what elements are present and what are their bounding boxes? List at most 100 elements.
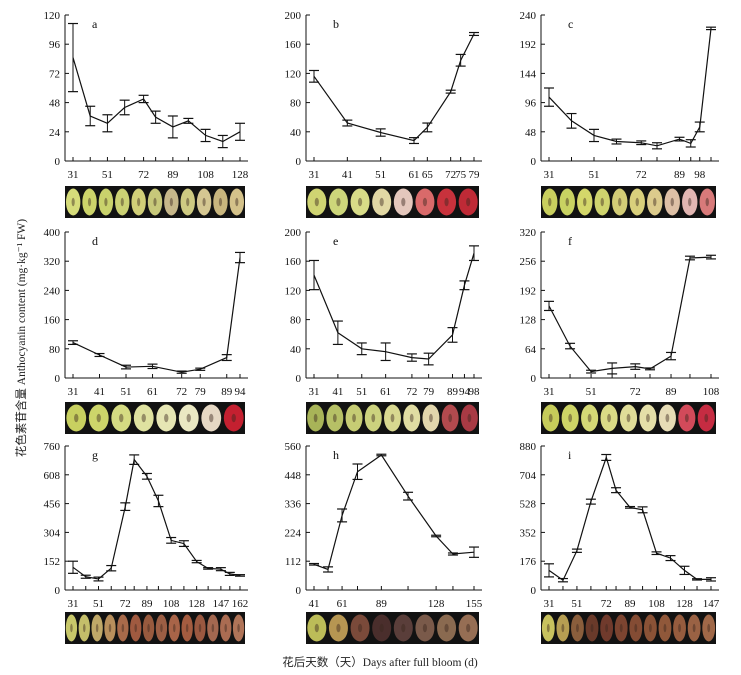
fruit-core (108, 623, 112, 633)
fruit-section (155, 614, 168, 642)
y-tick-label: 40 (290, 127, 302, 139)
error-bar (309, 69, 319, 83)
error-bar (706, 26, 716, 31)
fruit-section (65, 188, 81, 216)
fruit-section (232, 614, 245, 642)
error-bar (585, 498, 596, 505)
fruit-core (422, 197, 428, 207)
error-bar (685, 139, 696, 148)
fruit-core (336, 623, 341, 633)
series-line (548, 256, 712, 373)
error-bar (121, 364, 132, 370)
y-tick-label: 160 (285, 256, 302, 268)
x-tick-label: 51 (102, 169, 113, 181)
fruit-section (104, 614, 116, 642)
fruit-section (614, 614, 628, 642)
panel-letter: b (333, 17, 339, 31)
fruit-core (568, 413, 573, 423)
fruit-core (587, 413, 592, 423)
y-tick-label: 80 (49, 344, 61, 356)
fruit-core (448, 413, 453, 423)
error-bar (183, 117, 194, 124)
x-tick-label: 79 (195, 386, 207, 398)
fruit-core (104, 197, 108, 207)
x-tick-label: 31 (309, 386, 320, 398)
error-bar (68, 340, 78, 346)
x-tick-label: 128 (428, 598, 445, 610)
x-tick-label: 147 (703, 598, 720, 610)
fruit-core (218, 197, 223, 207)
fruit-section (682, 188, 698, 216)
x-tick-label: 31 (544, 169, 555, 181)
y-tick-label: 200 (285, 227, 302, 239)
fruit-section (699, 188, 715, 216)
y-tick-label: 120 (44, 10, 61, 22)
fruit-strip (541, 402, 716, 434)
error-bar (215, 567, 226, 572)
fruit-section (600, 404, 618, 432)
x-tick-label: 31 (68, 598, 79, 610)
x-tick-label: 41 (332, 386, 343, 398)
fruit-core (357, 197, 363, 207)
x-tick-label: 51 (589, 169, 600, 181)
panel-c: 0 48 96 144 192 240 31 51 72 89 98 c (520, 10, 719, 218)
error-bar (153, 494, 164, 508)
error-bar (352, 463, 363, 481)
series-line (548, 28, 712, 147)
x-tick-label: 108 (163, 598, 180, 610)
panel-letter: a (92, 17, 98, 31)
y-tick-label: 0 (531, 373, 537, 385)
fruit-core (401, 197, 406, 207)
fruit-core (565, 197, 569, 207)
x-tick-label: 108 (703, 386, 720, 398)
error-bar (706, 577, 716, 582)
fruit-section (702, 614, 716, 642)
panel-h: 0 112 224 336 448 560 41 61 89 128 155 h (285, 441, 483, 644)
y-tick-label: 112 (285, 556, 301, 568)
x-tick-label: 72 (176, 386, 187, 398)
error-bar (637, 506, 648, 514)
x-tick-label: 61 (380, 386, 391, 398)
error-bar (431, 534, 442, 538)
fruit-core (705, 197, 709, 207)
error-bar (455, 53, 466, 67)
error-bar (684, 255, 695, 261)
fruit-core (95, 623, 99, 633)
fruit-section (180, 188, 195, 216)
error-bar (447, 327, 458, 343)
fruit-section (196, 188, 212, 216)
error-bar (422, 122, 433, 133)
error-bar (651, 551, 662, 556)
error-bar (665, 555, 676, 562)
fruit-section (66, 404, 87, 432)
fruit-section (223, 404, 244, 432)
y-tick-label: 304 (44, 527, 61, 539)
panel-letter: d (92, 234, 98, 248)
fruit-core (160, 623, 163, 633)
fruit-core (692, 623, 696, 633)
fruit-core (202, 197, 206, 207)
fruit-section (581, 404, 599, 432)
error-bar (566, 112, 577, 129)
fruit-core (120, 197, 124, 207)
x-tick-label: 72 (601, 598, 612, 610)
fruit-section (220, 614, 232, 642)
fruit-core (332, 413, 337, 423)
fruit-core (653, 197, 657, 207)
fruit-section (98, 188, 114, 216)
error-bar (235, 251, 245, 264)
x-tick-label: 61 (147, 386, 158, 398)
fruit-core (137, 197, 141, 207)
fruit-section (326, 404, 344, 432)
error-bar (217, 134, 228, 149)
fruit-core (74, 413, 79, 423)
fruit-section (403, 404, 421, 432)
fruit-section (643, 614, 657, 642)
fruit-section (415, 614, 435, 642)
fruit-core (314, 197, 319, 207)
error-bar (235, 122, 245, 141)
x-tick-label: 89 (666, 386, 678, 398)
fruit-core (87, 197, 92, 207)
series-line (313, 33, 475, 142)
y-tick-label: 224 (285, 527, 302, 539)
